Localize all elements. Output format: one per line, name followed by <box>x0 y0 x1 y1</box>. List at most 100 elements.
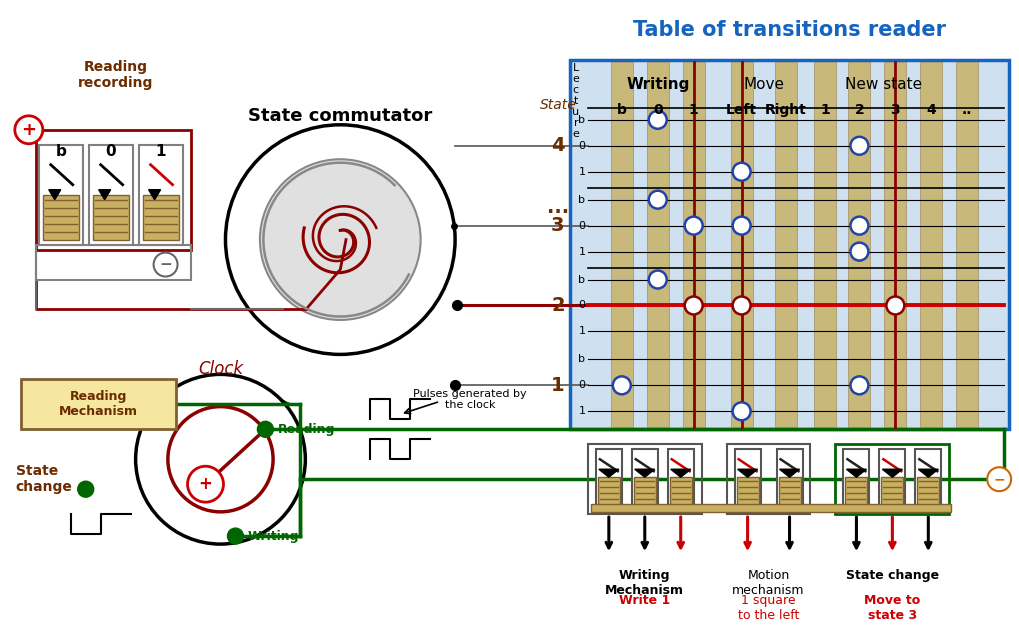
Text: Writing
Mechanism: Writing Mechanism <box>604 569 684 597</box>
Circle shape <box>612 376 630 394</box>
Text: 1: 1 <box>820 103 829 117</box>
Polygon shape <box>779 469 799 477</box>
Text: 0: 0 <box>578 140 585 151</box>
Text: Clock: Clock <box>198 360 243 379</box>
Bar <box>736 477 758 505</box>
Text: +: + <box>21 121 37 139</box>
Text: u: u <box>572 107 579 117</box>
Polygon shape <box>881 469 902 477</box>
Polygon shape <box>917 469 937 477</box>
Bar <box>89 145 132 244</box>
Text: Table of transitions reader: Table of transitions reader <box>633 20 945 40</box>
Bar <box>39 145 83 244</box>
Bar <box>814 62 836 427</box>
Text: 0: 0 <box>578 220 585 231</box>
Text: 2: 2 <box>854 103 863 117</box>
Text: b: b <box>578 115 585 125</box>
Text: −: − <box>159 257 172 272</box>
Bar <box>36 244 191 280</box>
Bar <box>914 449 941 509</box>
Circle shape <box>648 270 666 289</box>
Bar <box>595 449 622 509</box>
Text: 1: 1 <box>578 406 585 416</box>
Text: Writing: Writing <box>248 530 299 542</box>
Circle shape <box>187 466 223 502</box>
Text: 4: 4 <box>550 136 565 155</box>
Text: 1: 1 <box>578 326 585 336</box>
Text: 3: 3 <box>890 103 900 117</box>
Bar <box>883 62 906 427</box>
Circle shape <box>684 297 702 314</box>
Text: c: c <box>573 85 579 95</box>
Text: Reading: Reading <box>277 423 334 436</box>
Bar <box>20 379 175 429</box>
Bar <box>773 62 796 427</box>
Circle shape <box>732 217 750 234</box>
Bar <box>835 444 949 514</box>
Text: State commutator: State commutator <box>248 107 432 125</box>
Bar <box>93 195 128 239</box>
Bar <box>143 195 178 239</box>
Bar <box>878 449 905 509</box>
Text: b: b <box>578 355 585 364</box>
Circle shape <box>732 163 750 181</box>
Bar <box>36 130 191 249</box>
Bar <box>667 449 693 509</box>
Circle shape <box>257 421 273 437</box>
Bar <box>848 62 869 427</box>
Bar <box>631 449 657 509</box>
Bar <box>916 477 938 505</box>
Text: b: b <box>578 195 585 205</box>
Circle shape <box>732 403 750 420</box>
Text: 1: 1 <box>550 376 565 395</box>
Polygon shape <box>634 469 654 477</box>
Bar <box>880 477 903 505</box>
Bar <box>590 504 951 512</box>
Text: Reading
Mechanism: Reading Mechanism <box>59 391 138 418</box>
Text: Move: Move <box>743 77 784 93</box>
Polygon shape <box>149 190 160 200</box>
Text: Write 1: Write 1 <box>619 594 669 607</box>
Text: State
change: State change <box>16 464 72 495</box>
Circle shape <box>648 111 666 129</box>
Circle shape <box>136 374 305 544</box>
Text: 3: 3 <box>550 216 565 235</box>
Text: 0: 0 <box>578 301 585 311</box>
Polygon shape <box>671 469 690 477</box>
Text: e: e <box>572 74 579 84</box>
Circle shape <box>732 297 750 314</box>
Text: 1: 1 <box>578 246 585 256</box>
Circle shape <box>15 116 43 144</box>
Bar <box>730 62 752 427</box>
Circle shape <box>77 481 94 497</box>
Text: b: b <box>55 144 66 159</box>
Bar <box>43 195 78 239</box>
Bar <box>682 62 704 427</box>
Text: 1: 1 <box>155 144 166 159</box>
Bar <box>845 477 866 505</box>
Text: ...: ... <box>546 198 569 217</box>
Text: Move to
state 3: Move to state 3 <box>863 594 919 622</box>
Bar <box>726 444 810 514</box>
Bar <box>919 62 942 427</box>
Circle shape <box>850 217 867 234</box>
Polygon shape <box>737 469 757 477</box>
Text: 1: 1 <box>688 103 698 117</box>
Circle shape <box>648 191 666 209</box>
Text: 0: 0 <box>105 144 116 159</box>
Circle shape <box>850 243 867 261</box>
Text: +: + <box>199 475 212 493</box>
Bar <box>587 444 701 514</box>
Text: b: b <box>578 275 585 285</box>
Text: 1: 1 <box>578 167 585 176</box>
Text: 0: 0 <box>578 381 585 391</box>
Text: 0: 0 <box>652 103 662 117</box>
Bar <box>669 477 691 505</box>
Text: Motion
mechanism: Motion mechanism <box>732 569 804 597</box>
Bar <box>610 62 632 427</box>
Text: e: e <box>572 129 579 139</box>
Text: r: r <box>573 118 578 128</box>
Text: b: b <box>616 103 626 117</box>
Circle shape <box>227 528 244 544</box>
Polygon shape <box>99 190 110 200</box>
